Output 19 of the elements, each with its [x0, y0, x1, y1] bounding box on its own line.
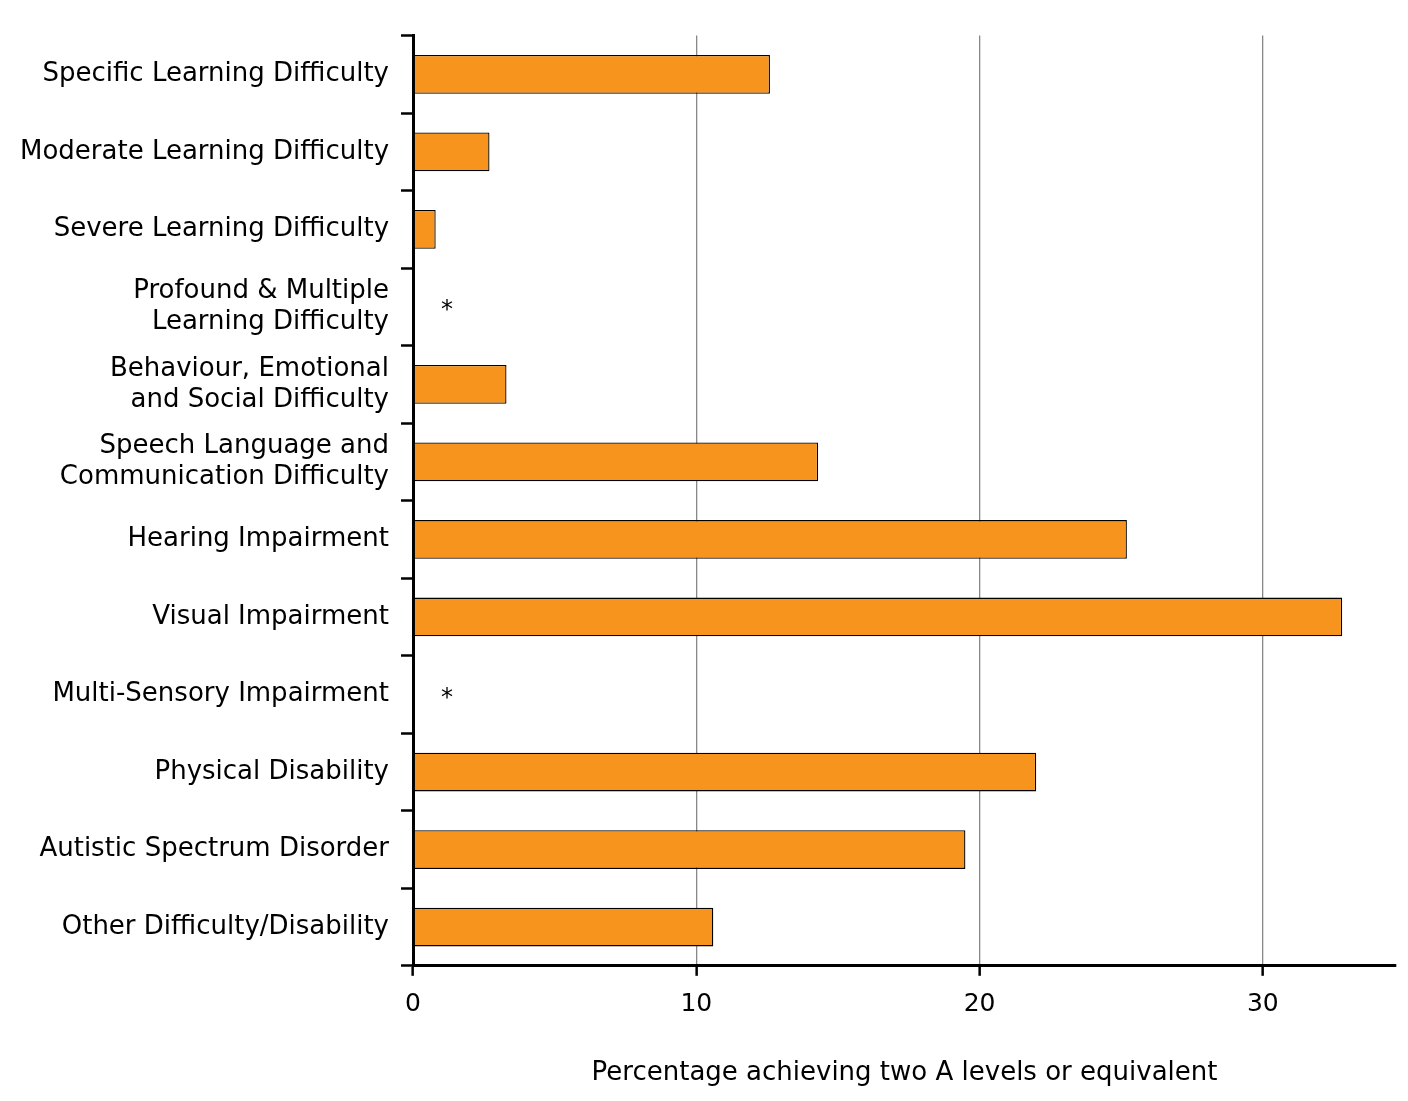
y-tick-label: Hearing Impairment — [127, 522, 390, 553]
y-tick-label: Behaviour, Emotional and Social Difficulty — [109, 351, 390, 413]
y-tick-label: Multi-Sensory Impairment — [52, 677, 390, 708]
y-tick-label: Autistic Spectrum Disorder — [39, 832, 390, 863]
text: * — [441, 295, 454, 324]
y-tick-label: Severe Learning Difficulty — [53, 212, 390, 243]
x-tick-label: 30 — [1246, 988, 1279, 1018]
y-tick-label: Specific Learning Difficulty — [42, 57, 390, 88]
y-tick-label: Other Difficulty/Disability — [61, 909, 390, 940]
y-tick-label: Visual Impairment — [152, 599, 390, 630]
x-tick-label: 0 — [405, 988, 421, 1018]
text: * — [441, 682, 454, 711]
y-tick-label: Profound & Multiple Learning Difficulty — [133, 274, 390, 336]
x-axis-title: Percentage achieving two A levels or equivalent — [591, 1056, 1218, 1087]
y-tick-label: Speech Language and Communication Difficulty — [59, 429, 390, 491]
y-tick-label: Moderate Learning Difficulty — [20, 134, 390, 165]
x-tick-label: 20 — [963, 988, 996, 1018]
y-tick-label: Physical Disability — [154, 754, 390, 785]
x-tick-label: 10 — [680, 988, 713, 1018]
